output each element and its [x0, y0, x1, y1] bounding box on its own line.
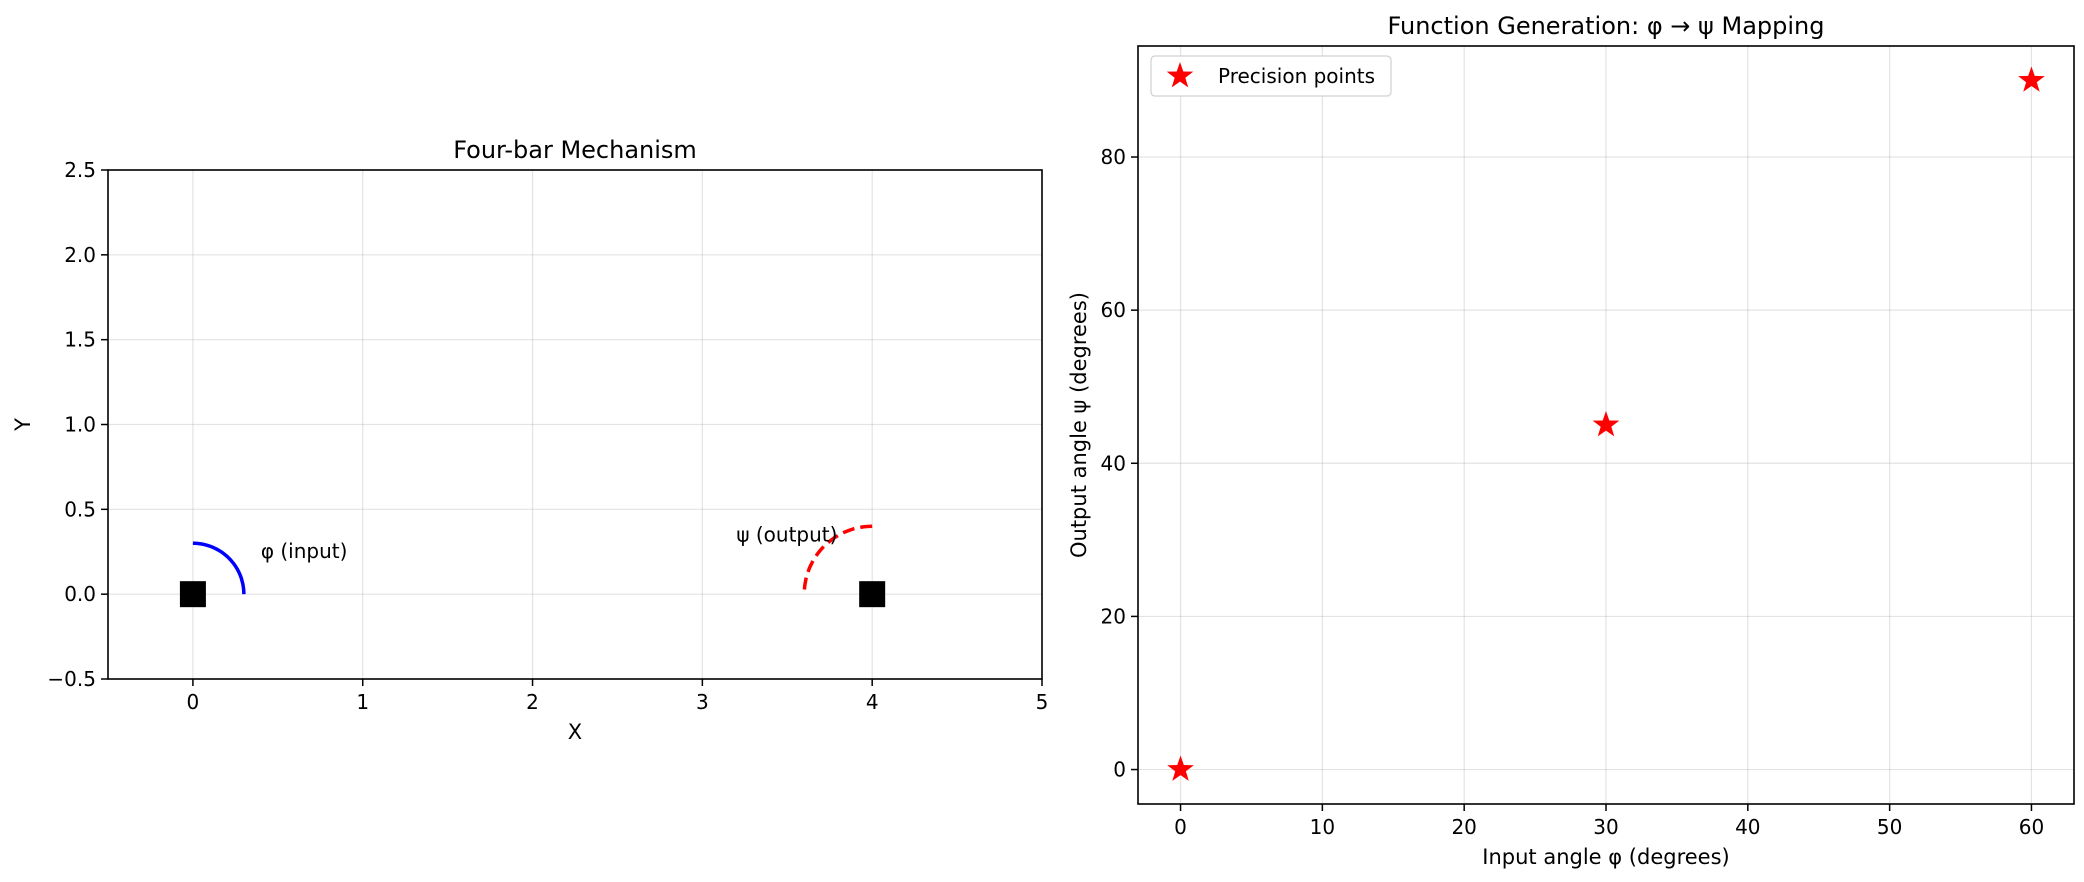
- x-tick-label: 20: [1451, 815, 1476, 839]
- x-tick-label: 50: [1877, 815, 1902, 839]
- plot-frame: [1137, 45, 2075, 805]
- precision-point-marker: [1592, 411, 1620, 437]
- x-tick-label: 0: [187, 690, 200, 714]
- x-tick-label: 0: [1174, 815, 1187, 839]
- legend-box: [1150, 55, 1392, 97]
- x-tick-label: 60: [2019, 815, 2044, 839]
- y-tick-label: 2.5: [64, 158, 96, 182]
- mapping-plot: 0 10 20 30 40 50 60 0 20 40 60 80 Function Generatio…: [1067, 12, 2075, 869]
- y-tick-label: 80: [1101, 145, 1126, 169]
- chart-title: Four-bar Mechanism: [453, 136, 697, 164]
- x-tick-label: 2: [526, 690, 539, 714]
- y-tick-label: 0.0: [64, 582, 96, 606]
- ground-pivot-1: [179, 581, 206, 608]
- chart-title: Function Generation: φ → ψ Mapping: [1388, 12, 1825, 40]
- x-axis-label: Input angle φ (degrees): [1482, 845, 1729, 869]
- x-tick-label: 1: [356, 690, 369, 714]
- precision-point-marker: [2018, 66, 2045, 92]
- mechanism-plot: 0 1 2 3 4 5 −0.5 0.0 0.5 1.0 1.5 2.0 2.5 Four-bar Mec…: [11, 136, 1048, 744]
- y-tick-label: 60: [1101, 298, 1126, 322]
- y-tick-label: 40: [1101, 451, 1126, 475]
- x-tick-label: 40: [1735, 815, 1760, 839]
- precision-point-marker: [1167, 755, 1194, 781]
- x-tick-label: 10: [1310, 815, 1335, 839]
- annotation-label: φ (input): [261, 539, 348, 563]
- y-tick-label: 1.0: [64, 413, 96, 437]
- x-tick-label: 5: [1036, 690, 1049, 714]
- y-tick-label: 1.5: [64, 328, 96, 352]
- y-tick-label: 2.0: [64, 243, 96, 267]
- plot-frame: [107, 169, 1043, 680]
- x-axis-label: X: [568, 720, 582, 744]
- y-tick-label: 0: [1113, 758, 1126, 782]
- annotation-label: ψ (output): [736, 522, 837, 546]
- y-tick-label: 20: [1101, 604, 1126, 628]
- y-axis-label: Y: [11, 418, 35, 432]
- legend-marker: [1166, 62, 1194, 88]
- input-angle-arc: [192, 541, 246, 595]
- ground-pivot-2: [859, 581, 886, 608]
- y-tick-label: 0.5: [64, 497, 96, 521]
- x-tick-label: 4: [866, 690, 879, 714]
- legend-label: Precision points: [1218, 64, 1375, 88]
- legend: Precision points: [1150, 55, 1392, 97]
- x-tick-label: 3: [696, 690, 709, 714]
- x-tick-label: 30: [1593, 815, 1618, 839]
- y-axis-label: Output angle ψ (degrees): [1067, 292, 1091, 558]
- y-tick-label: −0.5: [47, 667, 96, 691]
